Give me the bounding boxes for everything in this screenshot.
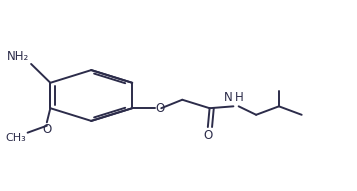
- Text: N: N: [224, 91, 233, 104]
- Text: H: H: [235, 91, 243, 104]
- Text: O: O: [42, 123, 51, 136]
- Text: NH₂: NH₂: [7, 50, 29, 63]
- Text: CH₃: CH₃: [6, 133, 26, 143]
- Text: O: O: [203, 129, 212, 142]
- Text: O: O: [156, 102, 165, 115]
